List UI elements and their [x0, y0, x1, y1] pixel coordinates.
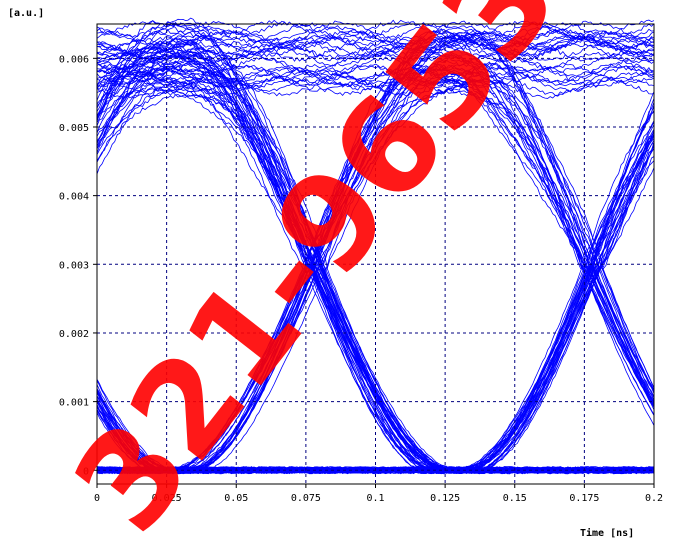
eye-trace: [96, 82, 655, 470]
x-tick-label: 0.125: [430, 493, 460, 504]
eye-trace: [96, 63, 655, 85]
grid-lines: [97, 24, 654, 484]
y-tick-label: 0.002: [59, 329, 89, 340]
y-tick-label: 0.004: [59, 192, 89, 203]
y-tick-label: 0.005: [59, 123, 89, 134]
eye-trace: [96, 34, 655, 56]
x-tick-label: 0: [94, 493, 100, 504]
y-axis-label: [a.u.]: [8, 8, 44, 19]
eye-trace: [96, 41, 655, 121]
y-axis-ticks: 0 0.001 0.002 0.003 0.004 0.005 0.006: [59, 54, 97, 477]
eye-trace: [96, 471, 655, 475]
eye-trace: [96, 38, 655, 407]
x-tick-label: 0.025: [152, 493, 182, 504]
y-tick-label: 0.003: [59, 260, 89, 271]
x-tick-label: 0.1: [366, 493, 384, 504]
eye-trace: [96, 20, 655, 109]
eye-trace: [96, 35, 655, 472]
eye-trace: [96, 70, 655, 403]
y-tick-label: 0.001: [59, 398, 89, 409]
eye-trace: [96, 19, 655, 41]
eye-trace: [96, 62, 655, 84]
y-tick-label: 0: [83, 466, 89, 477]
x-tick-label: 0.175: [569, 493, 599, 504]
x-axis-ticks: 0 0.025 0.05 0.075 0.1 0.125 0.15 0.175 0.2: [94, 484, 663, 504]
x-tick-label: 0.15: [503, 493, 527, 504]
eye-trace: [96, 59, 655, 473]
x-axis-label: Time [ns]: [580, 527, 634, 539]
eye-trace: [96, 30, 655, 474]
y-tick-label: 0.006: [59, 54, 89, 65]
x-tick-label: 0.2: [645, 493, 663, 504]
x-tick-label: 0.05: [224, 493, 248, 504]
x-tick-label: 0.075: [291, 493, 321, 504]
